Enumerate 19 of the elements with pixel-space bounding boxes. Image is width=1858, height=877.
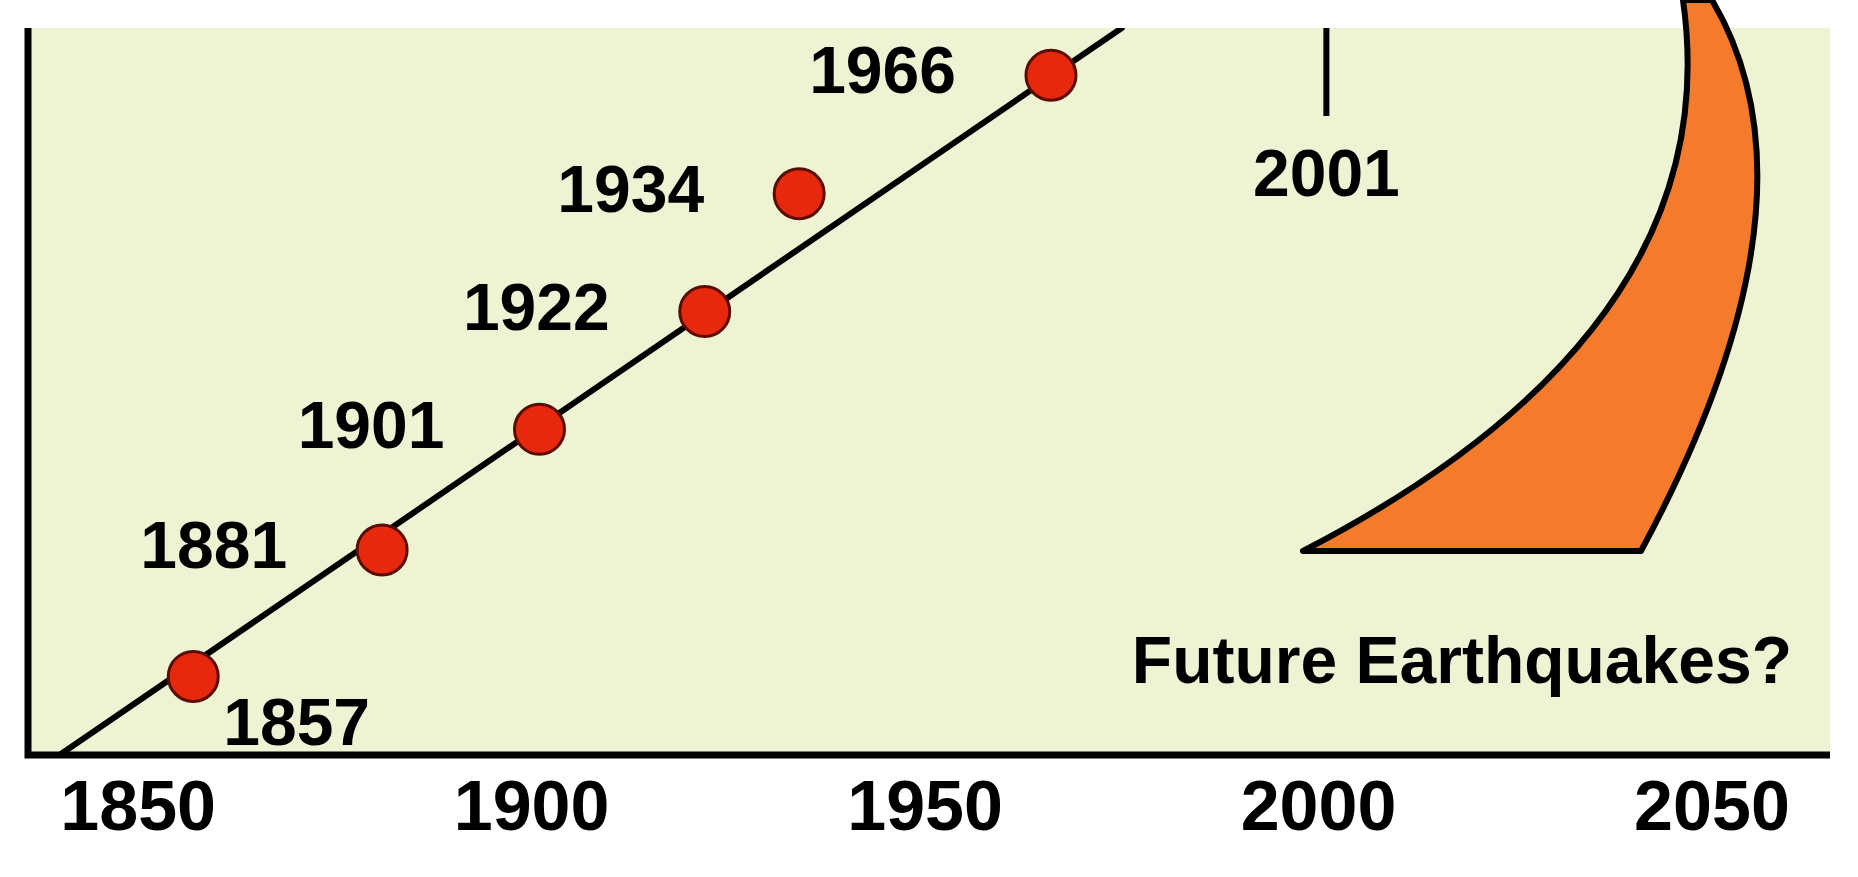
point: [1024, 48, 1078, 102]
x-tick-label: 2000: [1240, 767, 1397, 846]
annotation: 1881: [140, 508, 288, 583]
annotation: 1934: [557, 151, 705, 226]
annotation: 1922: [462, 269, 610, 344]
point: [678, 285, 732, 339]
x-tick-label: 1950: [847, 767, 1003, 846]
point: [772, 167, 826, 221]
point: [355, 523, 409, 577]
x-tick-label: 1900: [453, 767, 610, 846]
x-tick-label: 2050: [1634, 767, 1790, 846]
annotation: 1901: [297, 387, 445, 462]
annotation: 1857: [223, 684, 371, 759]
ref-line-label: 2001: [1252, 136, 1400, 211]
annotation: Future Earthquakes?: [1131, 623, 1792, 698]
point: [166, 649, 220, 703]
annotation: 1966: [809, 33, 956, 108]
x-tick-label: 1850: [60, 767, 217, 846]
point: [512, 402, 566, 456]
